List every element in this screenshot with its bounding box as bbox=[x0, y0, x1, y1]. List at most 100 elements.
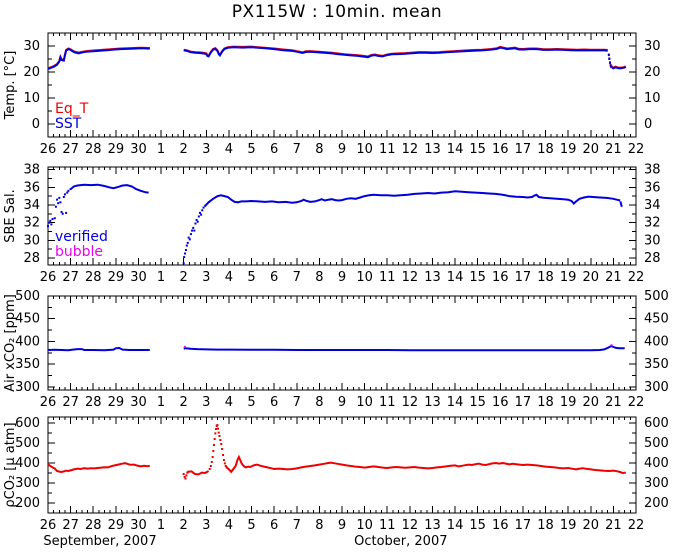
svg-text:16: 16 bbox=[492, 270, 509, 285]
svg-text:12: 12 bbox=[402, 142, 419, 157]
svg-text:18: 18 bbox=[537, 395, 554, 410]
svg-text:400: 400 bbox=[15, 456, 40, 471]
svg-text:7: 7 bbox=[293, 518, 301, 533]
svg-text:8: 8 bbox=[315, 518, 323, 533]
svg-text:400: 400 bbox=[15, 334, 40, 349]
svg-text:9: 9 bbox=[338, 142, 346, 157]
svg-text:16: 16 bbox=[492, 518, 509, 533]
svg-text:300: 300 bbox=[15, 380, 40, 395]
svg-text:10: 10 bbox=[23, 91, 40, 106]
svg-text:34: 34 bbox=[23, 198, 40, 213]
svg-text:15: 15 bbox=[469, 142, 486, 157]
svg-text:30: 30 bbox=[130, 395, 147, 410]
svg-text:28: 28 bbox=[85, 142, 102, 157]
svg-text:8: 8 bbox=[315, 395, 323, 410]
svg-text:12: 12 bbox=[402, 395, 419, 410]
svg-text:15: 15 bbox=[469, 395, 486, 410]
panel-air-xco2: 26 27 28 29 30 1 2 3 4 5 6 7 8 9 10 11 12 13 14 15 16 17 18 19 2… bbox=[3, 289, 669, 410]
axis-ticks bbox=[47, 417, 637, 514]
panel-temp: 26 27 28 29 30 1 2 3 4 5 6 7 8 9 10 11 12 13 14 15 16 17 18 19 2… bbox=[3, 32, 661, 157]
y-axis-title: SBE Sal. bbox=[3, 189, 18, 242]
svg-text:3: 3 bbox=[202, 270, 210, 285]
svg-text:500: 500 bbox=[15, 289, 40, 304]
svg-text:300: 300 bbox=[15, 476, 40, 491]
month-label: October, 2007 bbox=[354, 534, 447, 549]
svg-text:4: 4 bbox=[225, 518, 233, 533]
svg-text:17: 17 bbox=[515, 518, 532, 533]
svg-text:28: 28 bbox=[85, 518, 102, 533]
svg-text:18: 18 bbox=[537, 518, 554, 533]
svg-text:12: 12 bbox=[402, 270, 419, 285]
svg-text:10: 10 bbox=[644, 91, 661, 106]
svg-text:28: 28 bbox=[85, 270, 102, 285]
svg-text:600: 600 bbox=[15, 416, 40, 431]
svg-text:450: 450 bbox=[15, 312, 40, 327]
svg-text:14: 14 bbox=[447, 518, 464, 533]
svg-text:13: 13 bbox=[424, 142, 441, 157]
svg-text:16: 16 bbox=[492, 142, 509, 157]
svg-text:500: 500 bbox=[15, 436, 40, 451]
legend-Eq_T: Eq_T bbox=[55, 101, 89, 117]
chart-title: PX115W : 10min. mean bbox=[231, 2, 443, 22]
svg-text:1: 1 bbox=[157, 270, 165, 285]
svg-text:400: 400 bbox=[644, 334, 669, 349]
svg-text:32: 32 bbox=[23, 216, 40, 231]
svg-text:300: 300 bbox=[644, 476, 669, 491]
svg-text:10: 10 bbox=[356, 142, 373, 157]
svg-text:30: 30 bbox=[23, 39, 40, 54]
svg-text:15: 15 bbox=[469, 270, 486, 285]
svg-text:5: 5 bbox=[247, 518, 255, 533]
svg-text:30: 30 bbox=[130, 518, 147, 533]
svg-text:6: 6 bbox=[270, 518, 278, 533]
svg-text:20: 20 bbox=[582, 270, 599, 285]
svg-text:9: 9 bbox=[338, 395, 346, 410]
svg-text:11: 11 bbox=[379, 142, 396, 157]
svg-text:19: 19 bbox=[560, 142, 577, 157]
series-air-xco2 bbox=[47, 344, 625, 352]
legend-bubble: bubble bbox=[55, 244, 103, 260]
svg-text:20: 20 bbox=[644, 65, 661, 80]
svg-text:2: 2 bbox=[180, 142, 188, 157]
svg-text:34: 34 bbox=[644, 198, 661, 213]
svg-text:500: 500 bbox=[644, 289, 669, 304]
plot-box bbox=[47, 295, 637, 391]
svg-text:300: 300 bbox=[644, 380, 669, 395]
series-SST bbox=[47, 46, 627, 70]
svg-text:27: 27 bbox=[62, 270, 79, 285]
svg-text:12: 12 bbox=[402, 518, 419, 533]
y-axis-title: Temp. [°C] bbox=[3, 51, 18, 121]
svg-text:19: 19 bbox=[560, 395, 577, 410]
svg-text:21: 21 bbox=[605, 142, 622, 157]
svg-text:21: 21 bbox=[605, 395, 622, 410]
svg-text:29: 29 bbox=[108, 142, 125, 157]
svg-text:0: 0 bbox=[644, 117, 652, 132]
svg-text:11: 11 bbox=[379, 518, 396, 533]
series-pco2 bbox=[47, 424, 626, 480]
svg-text:10: 10 bbox=[356, 518, 373, 533]
svg-text:22: 22 bbox=[628, 395, 645, 410]
svg-text:30: 30 bbox=[644, 233, 661, 248]
svg-text:14: 14 bbox=[447, 142, 464, 157]
axis-tick-labels: 26 27 28 29 30 1 2 3 4 5 6 7 8 9 10 11 12 13 14 15 16 17 18 19 2… bbox=[23, 163, 660, 285]
axis-ticks bbox=[47, 295, 637, 390]
svg-text:10: 10 bbox=[356, 270, 373, 285]
svg-text:29: 29 bbox=[108, 518, 125, 533]
svg-text:13: 13 bbox=[424, 518, 441, 533]
svg-text:3: 3 bbox=[202, 142, 210, 157]
svg-text:38: 38 bbox=[23, 163, 40, 178]
svg-text:11: 11 bbox=[379, 395, 396, 410]
svg-text:6: 6 bbox=[270, 395, 278, 410]
svg-text:29: 29 bbox=[108, 395, 125, 410]
svg-text:20: 20 bbox=[23, 65, 40, 80]
svg-text:36: 36 bbox=[23, 180, 40, 195]
svg-text:32: 32 bbox=[644, 216, 661, 231]
svg-text:11: 11 bbox=[379, 270, 396, 285]
svg-text:4: 4 bbox=[225, 142, 233, 157]
svg-text:16: 16 bbox=[492, 395, 509, 410]
svg-text:17: 17 bbox=[515, 395, 532, 410]
svg-text:21: 21 bbox=[605, 270, 622, 285]
svg-text:18: 18 bbox=[537, 142, 554, 157]
svg-text:17: 17 bbox=[515, 270, 532, 285]
series-bubble-points bbox=[183, 344, 613, 348]
